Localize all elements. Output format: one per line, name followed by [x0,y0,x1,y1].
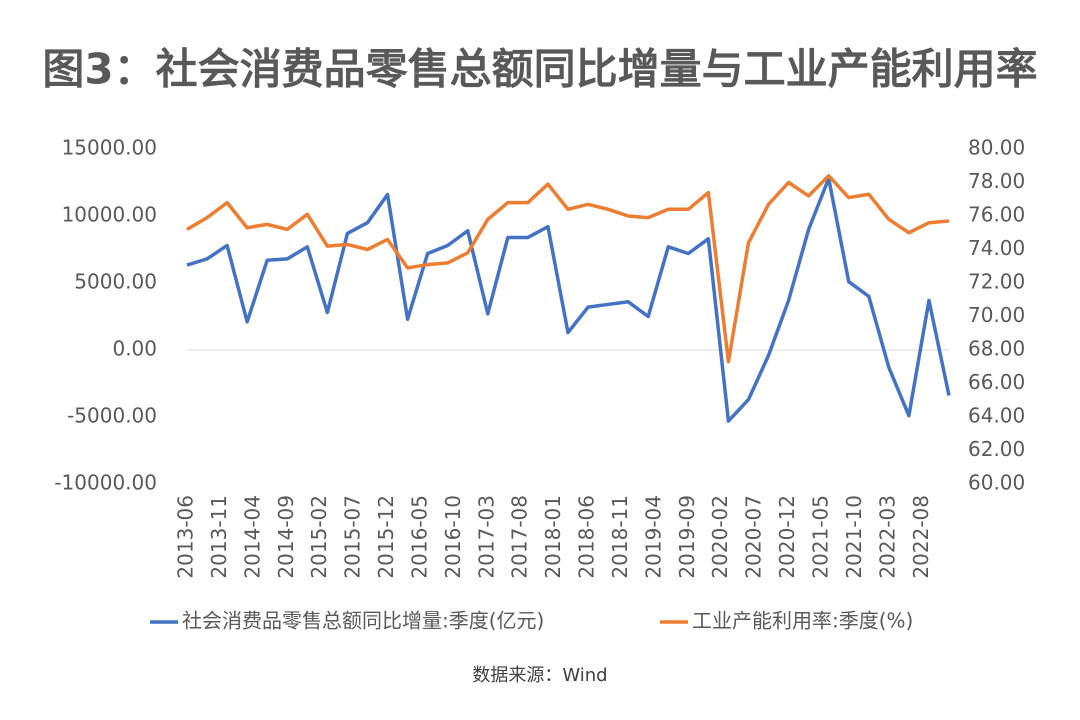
x-tick-label: 2017-08 [508,495,532,579]
x-tick-label: 2018-11 [608,495,632,579]
x-tick-label: 2017-03 [474,495,498,579]
x-tick-label: 2020-02 [708,495,732,579]
y-tick-label: 5000.00 [74,270,157,294]
y2-tick-label: 60.00 [968,471,1025,495]
x-tick-label: 2014-04 [240,495,264,579]
x-tick-label: 2015-07 [341,495,365,579]
x-tick-label: 2016-10 [441,495,465,579]
x-tick-label: 2022-08 [909,495,933,579]
x-tick-label: 2014-09 [274,495,298,579]
y-tick-label: 0.00 [112,337,157,361]
y2-tick-label: 64.00 [968,404,1025,428]
x-tick-label: 2018-06 [575,495,599,579]
y2-tick-label: 76.00 [968,203,1025,227]
y2-tick-label: 66.00 [968,370,1025,394]
y2-tick-label: 72.00 [968,270,1025,294]
y2-tick-label: 80.00 [968,136,1025,160]
y2-tick-label: 74.00 [968,236,1025,260]
x-tick-label: 2022-03 [875,495,899,579]
line-series [186,176,951,423]
x-tick-label: 2013-06 [174,495,198,579]
x-tick-label: 2020-07 [742,495,766,579]
y-tick-label: -5000.00 [67,404,157,428]
y2-tick-label: 78.00 [968,169,1025,193]
x-tick-label: 2016-05 [407,495,431,579]
y-tick-label: 15000.00 [62,136,157,160]
x-tick-label: 2013-11 [207,495,231,579]
legend-label: 社会消费品零售总额同比增量:季度(亿元) [182,609,544,633]
y-tick-label: -10000.00 [54,471,157,495]
x-tick-label: 2015-02 [307,495,331,579]
y-tick-label: 10000.00 [62,203,157,227]
x-tick-label: 2015-12 [374,495,398,579]
chart-title: 图3：社会消费品零售总额同比增量与工业产能利用率 [42,45,1037,94]
y2-tick-label: 68.00 [968,337,1025,361]
line-series [186,174,950,364]
x-tick-label: 2019-04 [641,495,665,579]
x-tick-label: 2018-01 [541,495,565,579]
x-tick-label: 2020-12 [775,495,799,579]
y2-tick-label: 70.00 [968,303,1025,327]
x-tick-label: 2019-09 [675,495,699,579]
y2-tick-label: 62.00 [968,437,1025,461]
x-tick-label: 2021-05 [809,495,833,579]
x-tick-label: 2021-10 [842,495,866,579]
source-note: 数据来源：Wind [472,665,607,686]
legend-label: 工业产能利用率:季度(%) [692,609,913,633]
